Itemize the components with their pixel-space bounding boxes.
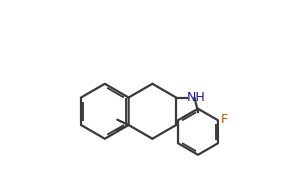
Text: F: F [220,113,227,126]
Text: NH: NH [187,91,206,104]
